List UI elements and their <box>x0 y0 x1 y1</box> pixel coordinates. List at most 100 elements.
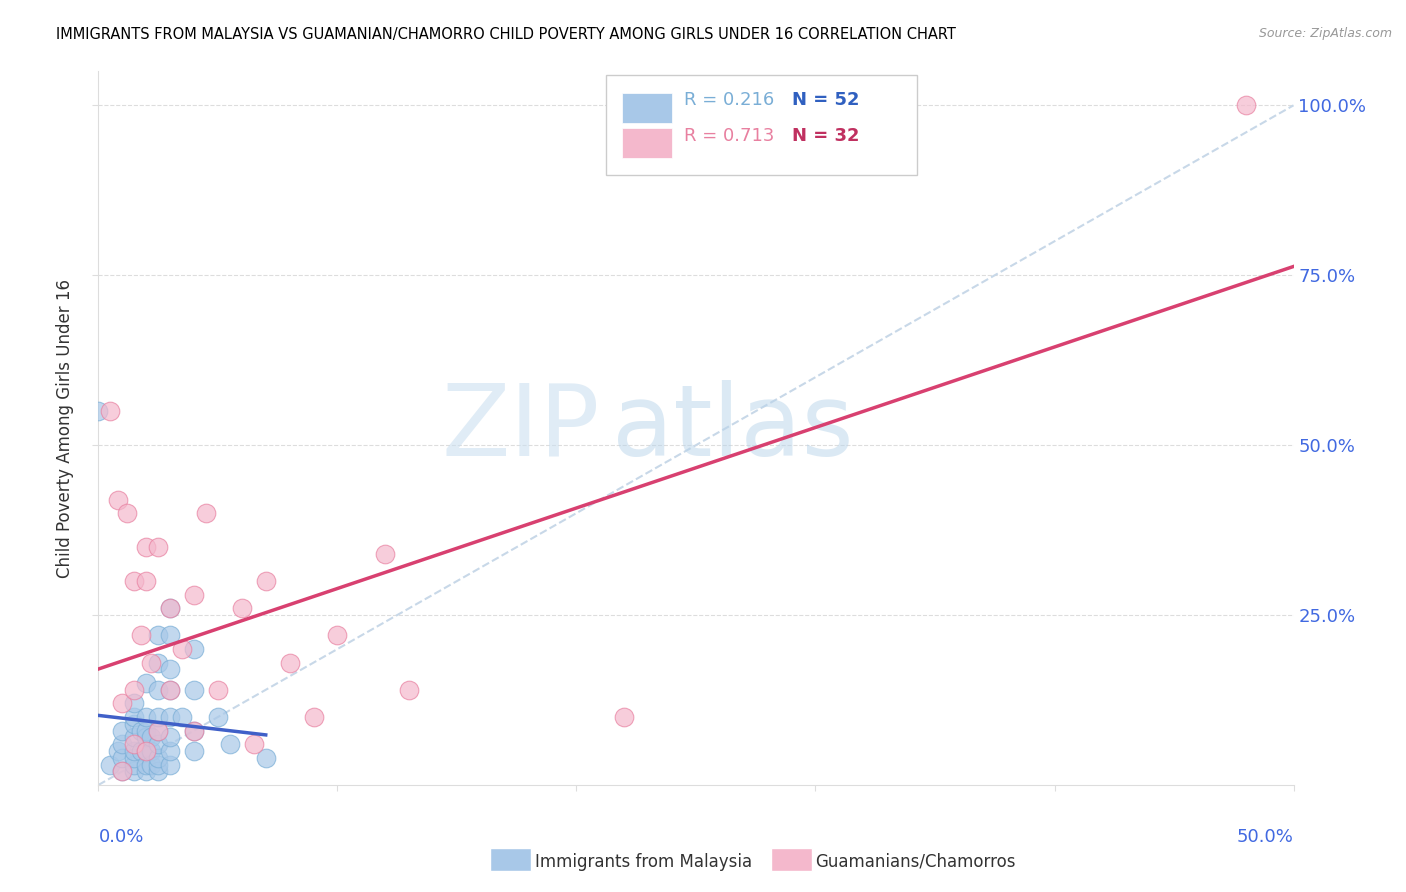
FancyBboxPatch shape <box>621 128 672 159</box>
Point <box>183 642 205 657</box>
Point <box>87 404 110 418</box>
Point <box>148 540 170 554</box>
Point <box>124 764 146 779</box>
Point <box>159 601 181 615</box>
Point <box>124 697 146 711</box>
Text: Immigrants from Malaysia: Immigrants from Malaysia <box>534 853 752 871</box>
Text: Guamanians/Chamorros: Guamanians/Chamorros <box>815 853 1017 871</box>
Point <box>124 757 146 772</box>
Point <box>159 710 181 724</box>
Point <box>243 737 266 751</box>
Point <box>139 744 162 758</box>
Point <box>148 723 170 738</box>
Point <box>159 682 181 697</box>
Point <box>302 710 325 724</box>
Point <box>98 404 122 418</box>
Point <box>139 757 162 772</box>
Point <box>124 744 146 758</box>
Point <box>111 751 134 765</box>
Point <box>124 751 146 765</box>
FancyBboxPatch shape <box>772 847 811 871</box>
Point <box>278 656 301 670</box>
Point <box>148 764 170 779</box>
Text: R = 0.216: R = 0.216 <box>685 91 775 109</box>
Point <box>254 751 277 765</box>
Point <box>98 757 122 772</box>
Point <box>207 710 229 724</box>
Point <box>131 628 153 642</box>
Point <box>148 628 170 642</box>
Point <box>135 744 157 758</box>
Point <box>183 744 205 758</box>
Point <box>148 682 170 697</box>
Point <box>124 737 146 751</box>
Point <box>159 662 181 676</box>
Point <box>124 574 146 588</box>
FancyBboxPatch shape <box>491 847 531 871</box>
Point <box>398 682 420 697</box>
Point <box>1234 98 1257 112</box>
Point <box>183 723 205 738</box>
Point <box>111 764 134 779</box>
Point <box>139 731 162 745</box>
Point <box>326 628 349 642</box>
Point <box>131 723 153 738</box>
Point <box>148 723 170 738</box>
Point <box>124 716 146 731</box>
Point <box>135 574 157 588</box>
FancyBboxPatch shape <box>606 75 917 175</box>
Point <box>219 737 242 751</box>
Point <box>135 764 157 779</box>
Point <box>135 723 157 738</box>
Y-axis label: Child Poverty Among Girls Under 16: Child Poverty Among Girls Under 16 <box>56 278 75 578</box>
Point <box>124 731 146 745</box>
Point <box>148 757 170 772</box>
Point <box>148 751 170 765</box>
Point <box>159 628 181 642</box>
Point <box>135 676 157 690</box>
Point <box>195 506 218 520</box>
Point <box>124 710 146 724</box>
Point <box>231 601 253 615</box>
Text: R = 0.713: R = 0.713 <box>685 127 775 145</box>
Point <box>183 682 205 697</box>
Point <box>107 744 129 758</box>
FancyBboxPatch shape <box>621 93 672 123</box>
Text: Source: ZipAtlas.com: Source: ZipAtlas.com <box>1258 27 1392 40</box>
Point <box>159 731 181 745</box>
Point <box>135 540 157 554</box>
Point <box>172 642 194 657</box>
Point <box>135 744 157 758</box>
Point <box>374 547 396 561</box>
Point <box>111 737 134 751</box>
Point <box>159 601 181 615</box>
Point <box>148 656 170 670</box>
Point <box>135 710 157 724</box>
Text: IMMIGRANTS FROM MALAYSIA VS GUAMANIAN/CHAMORRO CHILD POVERTY AMONG GIRLS UNDER 1: IMMIGRANTS FROM MALAYSIA VS GUAMANIAN/CH… <box>56 27 956 42</box>
Point <box>148 737 170 751</box>
Text: atlas: atlas <box>613 380 853 476</box>
Text: ZIP: ZIP <box>441 380 600 476</box>
Text: 0.0%: 0.0% <box>98 828 143 846</box>
Point <box>139 656 162 670</box>
Text: N = 32: N = 32 <box>792 127 859 145</box>
Point <box>107 492 129 507</box>
Point <box>159 744 181 758</box>
Point <box>111 764 134 779</box>
Point <box>183 723 205 738</box>
Point <box>207 682 229 697</box>
Point <box>172 710 194 724</box>
Point <box>183 588 205 602</box>
Point <box>111 697 134 711</box>
Point <box>135 757 157 772</box>
Point <box>613 710 636 724</box>
Point <box>131 744 153 758</box>
Point <box>115 506 138 520</box>
Point <box>124 682 146 697</box>
Point <box>148 710 170 724</box>
Point <box>254 574 277 588</box>
Point <box>135 731 157 745</box>
Point <box>159 757 181 772</box>
Text: 50.0%: 50.0% <box>1237 828 1294 846</box>
Point <box>111 723 134 738</box>
